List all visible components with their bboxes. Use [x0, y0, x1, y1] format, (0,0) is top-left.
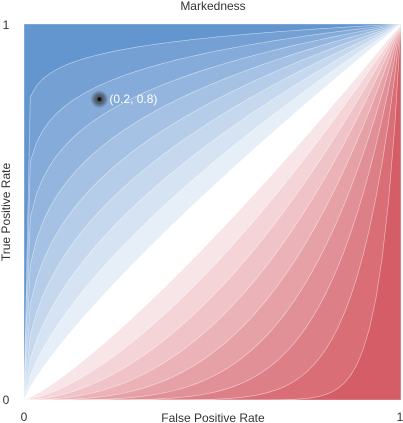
point-label-0: (0.2, 0.8) — [109, 92, 157, 106]
x-tick-label-1: 1 — [397, 410, 403, 423]
contour-band-negative-8 — [24, 24, 401, 400]
chart-title: Markedness — [180, 0, 245, 13]
data-marks: (0.2, 0.8) — [90, 90, 157, 109]
point-marker-0[interactable] — [97, 97, 102, 102]
contour-band-negative-5 — [24, 24, 401, 400]
y-tick-label-1: 1 — [3, 18, 10, 32]
contour-band-positive-8 — [24, 24, 401, 400]
contour-band-positive-5 — [24, 24, 401, 400]
y-tick-label-0: 0 — [3, 393, 10, 407]
y-axis-label: True Positive Rate — [0, 163, 13, 262]
x-tick-label-0: 0 — [21, 410, 28, 423]
plot-area — [24, 24, 401, 400]
x-axis-label: False Positive Rate — [161, 411, 265, 423]
